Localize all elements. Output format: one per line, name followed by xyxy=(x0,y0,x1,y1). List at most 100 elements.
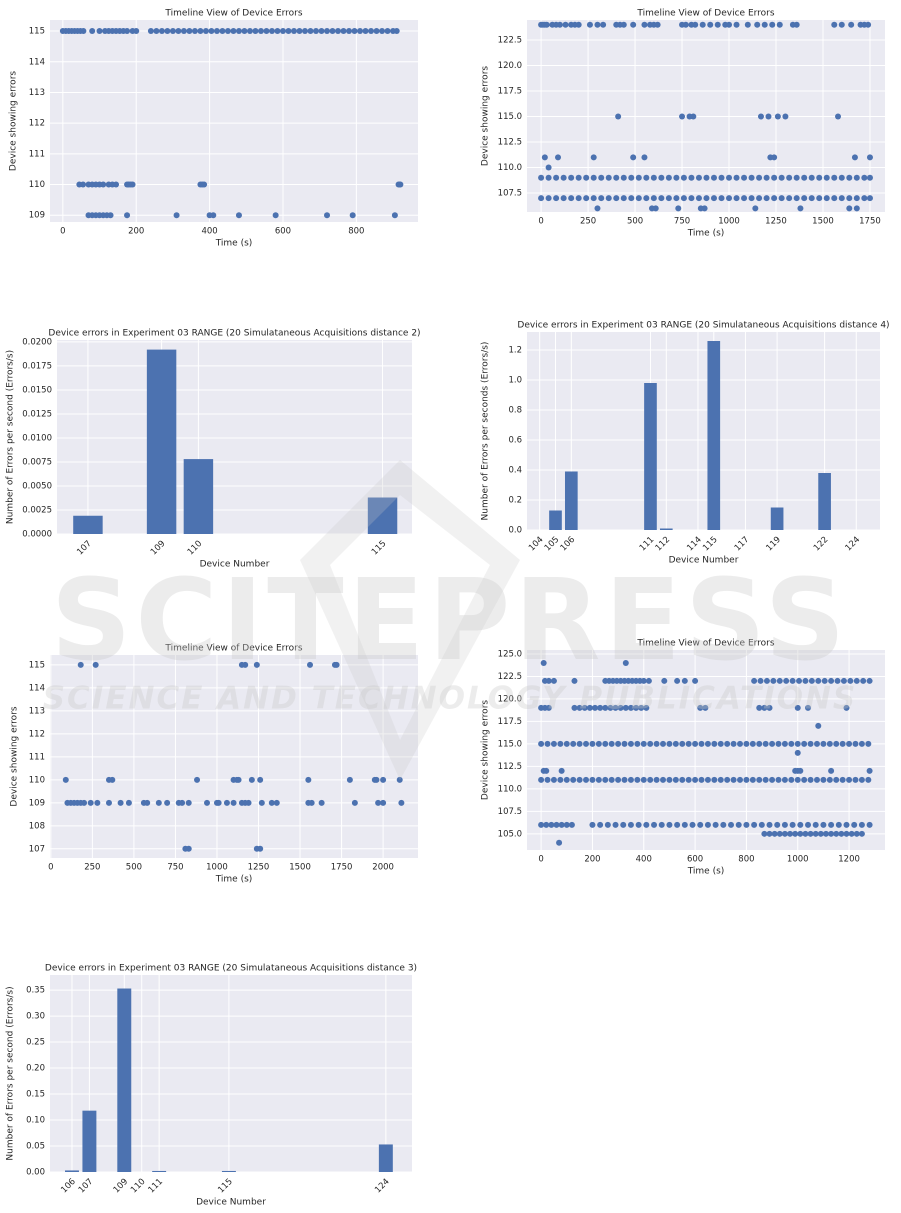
point xyxy=(129,181,136,188)
chart-title: Timeline View of Device Errors xyxy=(636,9,774,19)
point xyxy=(673,174,680,181)
y-tick-label: 0.4 xyxy=(508,466,522,476)
point xyxy=(757,677,764,684)
point xyxy=(741,195,748,202)
point xyxy=(368,28,375,35)
point xyxy=(540,659,547,666)
point xyxy=(583,174,590,181)
point xyxy=(704,740,711,747)
point xyxy=(544,776,551,783)
point xyxy=(749,740,756,747)
point xyxy=(638,704,645,711)
point xyxy=(257,845,264,852)
plot-area xyxy=(57,340,412,534)
point xyxy=(692,677,699,684)
point xyxy=(697,821,704,828)
point xyxy=(834,677,841,684)
y-tick-label: 0.0075 xyxy=(22,457,52,467)
point xyxy=(680,174,687,181)
point xyxy=(737,776,744,783)
y-axis-label: Number of Errors per seconds (Errors/s) xyxy=(481,342,491,521)
point xyxy=(373,776,380,783)
watermark-subtitle: SCIENCE AND TECHNOLOGY PUBLICATIONS xyxy=(43,681,858,717)
bar xyxy=(378,1144,393,1172)
point xyxy=(215,799,222,806)
point xyxy=(575,195,582,202)
y-tick-label: 108 xyxy=(29,821,45,831)
y-tick-label: 0.0175 xyxy=(22,361,52,371)
point xyxy=(769,776,776,783)
y-tick-label: 107.5 xyxy=(498,807,522,817)
point xyxy=(556,839,563,846)
point xyxy=(761,704,768,711)
y-tick-label: 0.0150 xyxy=(22,385,52,395)
point xyxy=(186,28,193,35)
point xyxy=(92,661,99,668)
point xyxy=(153,28,160,35)
point xyxy=(553,174,560,181)
point xyxy=(598,195,605,202)
chart-title: Device errors in Experiment 03 RANGE (20… xyxy=(517,321,889,331)
point xyxy=(801,195,808,202)
point xyxy=(548,821,555,828)
point xyxy=(641,21,648,28)
point xyxy=(563,821,570,828)
bar xyxy=(73,515,103,534)
point xyxy=(680,195,687,202)
x-axis-label: Time (s) xyxy=(215,875,253,885)
point xyxy=(865,776,872,783)
x-tick-label: 400 xyxy=(636,855,652,865)
point xyxy=(647,740,654,747)
point xyxy=(754,21,761,28)
point xyxy=(788,740,795,747)
point xyxy=(710,174,717,181)
point xyxy=(771,154,778,161)
point xyxy=(714,21,721,28)
point xyxy=(861,174,868,181)
point xyxy=(635,821,642,828)
point xyxy=(853,677,860,684)
x-tick-label: 105 xyxy=(543,535,562,554)
point xyxy=(213,28,220,35)
x-tick-label: 1500 xyxy=(289,863,311,873)
point xyxy=(89,28,96,35)
point xyxy=(801,174,808,181)
point xyxy=(613,195,620,202)
point xyxy=(630,154,637,161)
point xyxy=(710,195,717,202)
point xyxy=(711,740,718,747)
point xyxy=(594,205,601,212)
point xyxy=(543,767,550,774)
point xyxy=(835,113,842,120)
y-tick-label: 117.5 xyxy=(498,717,522,727)
point xyxy=(796,677,803,684)
point xyxy=(375,799,382,806)
point xyxy=(858,830,865,837)
point xyxy=(831,21,838,28)
point xyxy=(544,740,551,747)
x-tick-label: 750 xyxy=(167,863,183,873)
point xyxy=(702,704,709,711)
point xyxy=(346,28,353,35)
point xyxy=(615,740,622,747)
point xyxy=(581,704,588,711)
point xyxy=(848,830,855,837)
point xyxy=(797,830,804,837)
point xyxy=(751,821,758,828)
point xyxy=(362,28,369,35)
y-tick-label: 114 xyxy=(29,57,45,67)
point xyxy=(771,195,778,202)
y-tick-label: 112 xyxy=(29,729,45,739)
point xyxy=(866,821,873,828)
point xyxy=(757,113,764,120)
y-tick-label: 0.0125 xyxy=(22,409,52,419)
point xyxy=(712,821,719,828)
point xyxy=(373,28,380,35)
point xyxy=(133,28,140,35)
point xyxy=(783,677,790,684)
x-tick-label: 500 xyxy=(627,217,643,227)
point xyxy=(718,174,725,181)
point xyxy=(695,174,702,181)
point xyxy=(770,677,777,684)
point xyxy=(866,154,873,161)
